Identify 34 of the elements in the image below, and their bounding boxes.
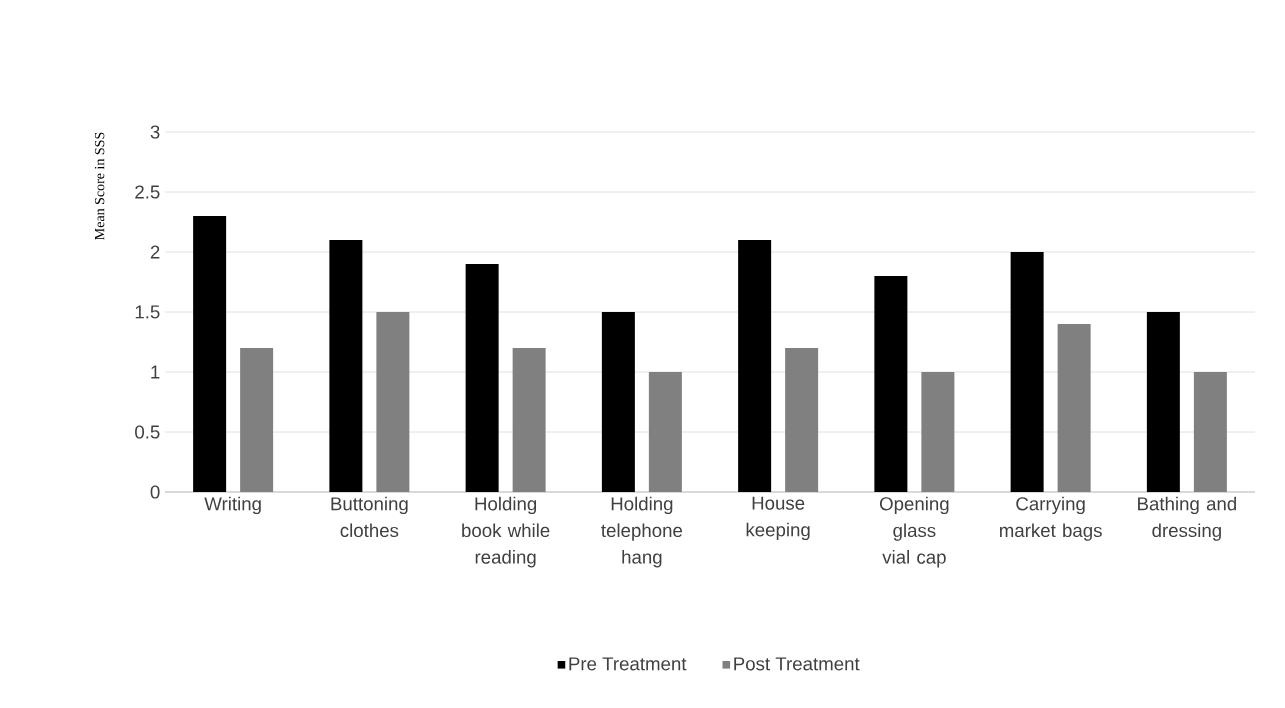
x-tick-label: Carrying market bags [999,496,1102,541]
bar [1146,312,1180,492]
bar [1057,324,1091,492]
x-tick-label: House keeping [746,496,810,541]
y-tick-label: 0 [150,485,160,499]
bar [376,312,410,492]
x-tick-label: Bathing and dressing [1138,496,1236,541]
bar [921,372,955,492]
bar [1010,252,1044,492]
bar [512,348,546,492]
bar [601,312,635,492]
bar [874,276,908,492]
x-tick-label: Holding telephone hang [601,496,683,568]
bar [648,372,682,492]
bar [240,348,274,492]
x-tick-label: Holding book while reading [462,496,550,568]
bar [329,240,363,492]
x-tick-label: Opening glass vial cap [879,496,949,568]
bar [1193,372,1227,492]
bar [465,264,499,492]
x-tick-label: Writing [204,496,261,515]
legend-label: Post Treatment [734,657,860,671]
y-tick-label: 2.5 [135,185,160,199]
bar [785,348,819,492]
y-tick-label: 1 [151,365,160,379]
y-tick-label: 2 [150,245,160,259]
x-tick-label: Buttoning clothes [331,496,408,538]
y-tick-label: 0.5 [135,425,160,439]
y-axis-title: Mean Score in SSS [94,132,105,240]
bar [738,240,772,492]
y-tick-label: 3 [150,125,160,139]
y-tick-label: 1.5 [135,305,160,319]
bar [193,216,227,492]
legend-label: Pre Treatment [569,657,687,671]
